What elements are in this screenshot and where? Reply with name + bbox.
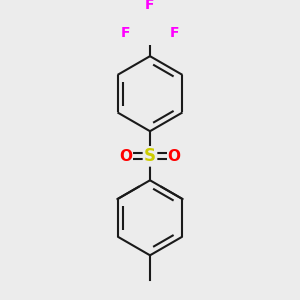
Text: F: F [121,26,130,40]
Text: S: S [144,147,156,165]
Text: O: O [119,149,132,164]
Text: F: F [169,26,179,40]
Text: F: F [145,0,155,12]
Text: O: O [168,149,181,164]
